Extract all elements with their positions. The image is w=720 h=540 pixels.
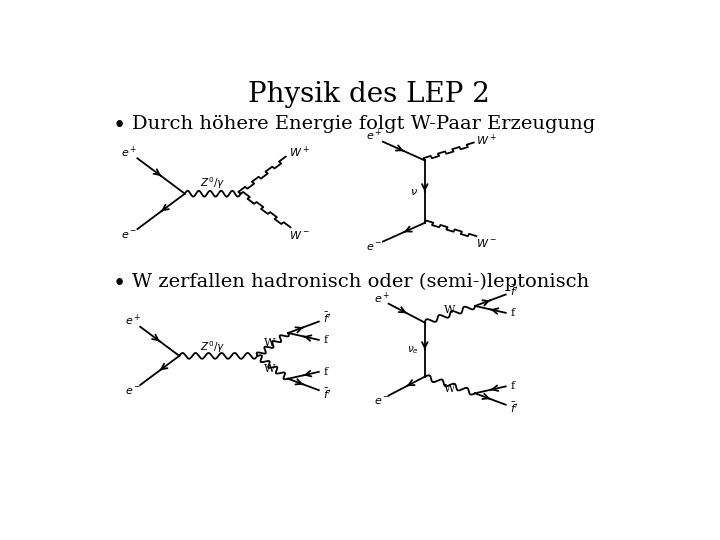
- Text: $e^+$: $e^+$: [366, 128, 383, 143]
- Text: $e^-$: $e^-$: [374, 395, 390, 407]
- Text: $\nu$: $\nu$: [410, 187, 418, 197]
- Text: $e^-$: $e^-$: [366, 242, 383, 253]
- Text: $\bar{f}'$: $\bar{f}'$: [323, 387, 331, 401]
- Text: $Z^0/\gamma$: $Z^0/\gamma$: [200, 176, 225, 191]
- Text: Physik des LEP 2: Physik des LEP 2: [248, 82, 490, 109]
- Text: $e^+$: $e^+$: [121, 145, 138, 160]
- Text: $e^-$: $e^-$: [121, 230, 138, 241]
- Text: $e^-$: $e^-$: [125, 386, 142, 397]
- Text: W: W: [444, 384, 456, 394]
- Text: $\nu_e$: $\nu_e$: [407, 344, 418, 355]
- Text: $Z^0/\gamma$: $Z^0/\gamma$: [200, 339, 225, 355]
- Text: f: f: [510, 381, 515, 391]
- Text: •: •: [112, 273, 125, 295]
- Text: f: f: [323, 335, 328, 345]
- Text: $W^-$: $W^-$: [289, 230, 310, 241]
- Text: $\bar{f}'$: $\bar{f}'$: [323, 311, 331, 325]
- Text: W: W: [264, 364, 275, 374]
- Text: $W^+$: $W^+$: [476, 132, 497, 147]
- Text: Durch höhere Energie folgt W-Paar Erzeugung: Durch höhere Energie folgt W-Paar Erzeug…: [132, 114, 595, 133]
- Text: W: W: [264, 338, 275, 348]
- Text: $W^-$: $W^-$: [476, 238, 497, 249]
- Text: W: W: [444, 305, 456, 315]
- Text: $\bar{f}'$: $\bar{f}'$: [510, 401, 518, 415]
- Text: f: f: [510, 308, 515, 318]
- Text: W zerfallen hadronisch oder (semi-)leptonisch: W zerfallen hadronisch oder (semi-)lepto…: [132, 273, 589, 291]
- Text: $\bar{f}'$: $\bar{f}'$: [510, 284, 518, 298]
- Text: $e^+$: $e^+$: [125, 313, 142, 328]
- Text: f: f: [323, 367, 328, 377]
- Text: $W^+$: $W^+$: [289, 145, 310, 160]
- Text: •: •: [112, 114, 125, 137]
- Text: $e^+$: $e^+$: [374, 291, 390, 306]
